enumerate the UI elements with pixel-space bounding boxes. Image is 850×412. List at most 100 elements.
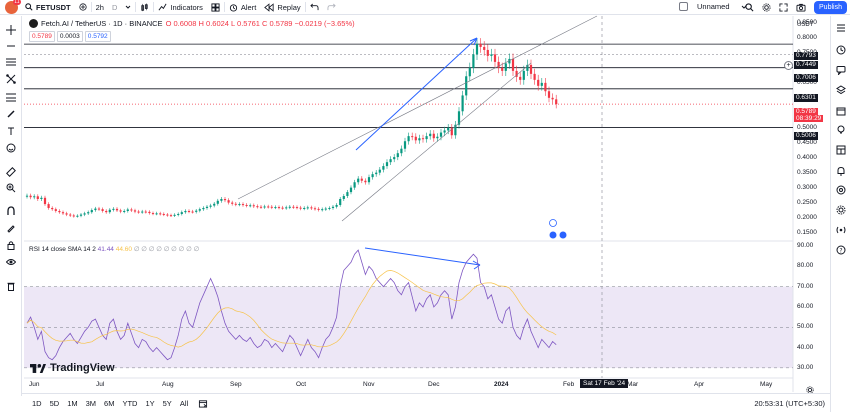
add-level-button[interactable]: + bbox=[784, 61, 793, 70]
chart-type-letter[interactable]: D bbox=[108, 0, 121, 15]
fib-tool[interactable] bbox=[4, 91, 18, 103]
alerts-panel-button[interactable] bbox=[834, 44, 848, 56]
avatar[interactable]: 11 bbox=[5, 0, 21, 14]
event-marker-icon bbox=[549, 219, 557, 227]
candle-body bbox=[141, 211, 144, 213]
chart-type-button[interactable] bbox=[136, 0, 153, 15]
lock-tool[interactable] bbox=[4, 239, 18, 251]
rsi-value: 41.44 bbox=[97, 246, 114, 253]
magnet-tool[interactable] bbox=[4, 205, 18, 217]
screener-button[interactable] bbox=[834, 184, 848, 196]
candle-body bbox=[33, 196, 36, 198]
rsi-tick: 60.00 bbox=[797, 302, 814, 310]
table-icon bbox=[836, 145, 846, 155]
layout-selector[interactable]: Unnamed bbox=[679, 2, 747, 11]
indicators-button[interactable]: Indicators bbox=[154, 0, 207, 15]
ideas-button[interactable] bbox=[834, 124, 848, 136]
watchlist-button[interactable] bbox=[834, 22, 848, 34]
alert-button[interactable]: Alert bbox=[225, 0, 260, 15]
data-window-button[interactable] bbox=[834, 144, 848, 156]
search-button[interactable] bbox=[745, 3, 754, 14]
date-range-button[interactable] bbox=[198, 399, 208, 408]
candle-body bbox=[400, 148, 403, 154]
symbol-search[interactable]: FETUSDT bbox=[21, 0, 75, 15]
undo-button[interactable] bbox=[306, 0, 323, 15]
candle-body bbox=[241, 204, 245, 206]
compare-button[interactable] bbox=[75, 0, 91, 15]
brush-tool[interactable] bbox=[4, 108, 18, 120]
fullscreen-button[interactable] bbox=[779, 3, 788, 14]
layout-checkbox[interactable] bbox=[679, 2, 688, 11]
candles bbox=[25, 38, 558, 218]
stay-drawing-tool[interactable] bbox=[4, 222, 18, 234]
drawing-toolbar bbox=[0, 16, 22, 396]
candle-body bbox=[256, 206, 259, 208]
candle-body bbox=[205, 206, 209, 208]
layers-button[interactable] bbox=[834, 84, 848, 96]
visibility-tool[interactable] bbox=[4, 256, 18, 268]
replay-button[interactable]: Replay bbox=[260, 0, 304, 15]
range-all[interactable]: All bbox=[179, 398, 189, 408]
interval-button[interactable]: 2h bbox=[92, 0, 108, 15]
candle-body bbox=[396, 153, 399, 158]
range-5y[interactable]: 5Y bbox=[162, 398, 172, 408]
candle-body bbox=[511, 58, 515, 71]
delete-tool[interactable] bbox=[4, 280, 18, 292]
cursor-tool[interactable] bbox=[4, 40, 18, 52]
help-button[interactable]: ? bbox=[834, 244, 848, 256]
candle-body bbox=[58, 210, 61, 213]
smiley-icon bbox=[6, 143, 16, 153]
pine-editor-button[interactable] bbox=[834, 204, 848, 216]
publish-button[interactable]: Publish bbox=[814, 1, 847, 14]
clock[interactable]: 20:53:31 (UTC+5:30) bbox=[754, 398, 825, 408]
streams-button[interactable] bbox=[834, 224, 848, 236]
grid-icon bbox=[211, 2, 220, 12]
price-tick: 0.1500 bbox=[797, 228, 817, 236]
templates-button[interactable] bbox=[207, 0, 224, 15]
candle-body bbox=[133, 210, 137, 212]
text-tool[interactable] bbox=[4, 125, 18, 137]
range-6m[interactable]: 6M bbox=[104, 398, 115, 408]
zoom-tool[interactable] bbox=[4, 182, 18, 194]
pattern-tool[interactable] bbox=[4, 73, 18, 85]
crosshair-tool[interactable] bbox=[4, 24, 18, 36]
flag-event-icon bbox=[559, 231, 567, 239]
drawings[interactable] bbox=[237, 15, 598, 270]
emoji-tool[interactable] bbox=[4, 142, 18, 154]
range-1d[interactable]: 1D bbox=[32, 398, 42, 408]
range-5d[interactable]: 5D bbox=[49, 398, 60, 408]
interval-dropdown[interactable] bbox=[121, 0, 135, 15]
range-1m[interactable]: 1M bbox=[67, 398, 78, 408]
range-ytd[interactable]: YTD bbox=[122, 398, 138, 408]
settings-button[interactable] bbox=[762, 3, 771, 14]
ruler-tool[interactable] bbox=[4, 166, 18, 178]
calendar-button[interactable] bbox=[834, 105, 848, 117]
snapshot-button[interactable] bbox=[796, 3, 806, 14]
redo-button[interactable] bbox=[323, 0, 340, 15]
sell-price[interactable]: 0.5789 bbox=[29, 31, 55, 42]
currency-label[interactable]: USDT bbox=[797, 22, 814, 28]
candle-body bbox=[263, 206, 266, 208]
trendline-tool[interactable] bbox=[4, 56, 18, 68]
range-1y[interactable]: 1Y bbox=[145, 398, 155, 408]
symbol-legend[interactable]: Fetch.AI / TetherUS · 1D · BINANCE O 0.6… bbox=[29, 19, 355, 28]
candles-icon bbox=[141, 2, 149, 11]
buy-price[interactable]: 0.5792 bbox=[84, 31, 111, 42]
help-icon: ? bbox=[836, 245, 846, 255]
brush-icon bbox=[7, 110, 15, 118]
candle-body bbox=[436, 136, 439, 139]
candle-body bbox=[69, 214, 72, 216]
price-tick: 0.4000 bbox=[797, 153, 817, 161]
candle-body bbox=[180, 212, 183, 214]
price-arrow-head bbox=[469, 37, 478, 46]
range-3m[interactable]: 3M bbox=[85, 398, 97, 408]
candle-body bbox=[378, 169, 381, 173]
candle-body bbox=[115, 208, 119, 211]
rsi-legend[interactable]: RSI 14 close SMA 14 2 41.44 44.60 ∅ ∅ ∅ … bbox=[29, 245, 199, 253]
notifications-button[interactable] bbox=[834, 165, 848, 177]
chat-button[interactable] bbox=[834, 64, 848, 76]
candle-body bbox=[252, 205, 255, 207]
trash-icon bbox=[7, 282, 15, 291]
